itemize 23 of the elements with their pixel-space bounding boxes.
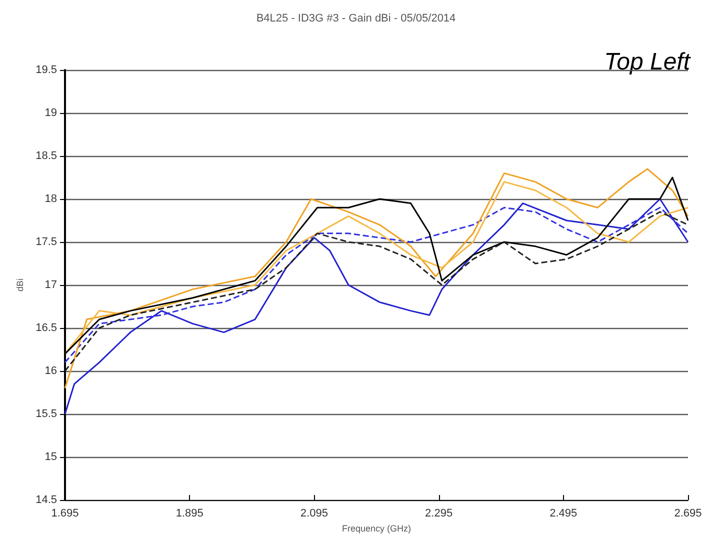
y-tick-label: 18.5 xyxy=(36,150,57,162)
y-tick-label: 15 xyxy=(44,451,57,463)
x-tick-label: 2.495 xyxy=(550,508,578,520)
y-tick-label: 17 xyxy=(44,279,57,291)
line-series xyxy=(64,198,689,415)
y-tick-label: 19 xyxy=(44,107,57,119)
y-tick-label: 16.5 xyxy=(36,322,57,334)
y-tick-label: 17.5 xyxy=(36,236,57,248)
y-tick-label: 18 xyxy=(44,193,57,205)
x-tick-label: 2.295 xyxy=(425,508,453,520)
y-tick-label: 16 xyxy=(44,365,57,377)
line-series xyxy=(64,168,689,389)
chart-title: B4L25 - ID3G #3 - Gain dBi - 05/05/2014 xyxy=(256,12,456,24)
y-tick-label: 19.5 xyxy=(36,64,57,76)
annotation: Top Left xyxy=(604,48,692,76)
x-tick-label: 1.695 xyxy=(51,508,79,520)
x-tick-label: 1.895 xyxy=(176,508,204,520)
y-tick-label: 15.5 xyxy=(36,408,57,420)
x-tick-label: 2.095 xyxy=(300,508,328,520)
y-axis-title: dBi xyxy=(15,278,26,292)
x-tick-label: 2.695 xyxy=(674,508,702,520)
y-tick-label: 14.5 xyxy=(36,494,57,506)
x-axis-title: Frequency (GHz) xyxy=(342,523,412,534)
